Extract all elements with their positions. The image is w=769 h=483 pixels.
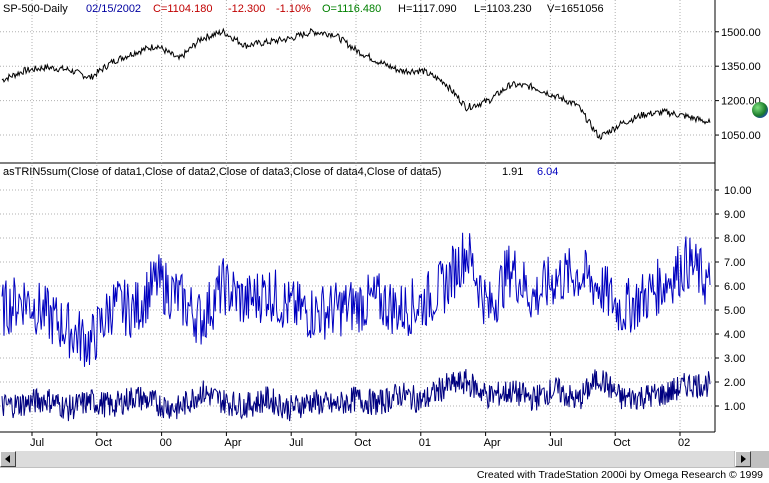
indicator-tick-label: 9.00 (724, 209, 745, 221)
time-tick-label: Oct (95, 437, 112, 449)
time-tick-label: Jul (30, 437, 44, 449)
trin5sum-line (1, 232, 711, 367)
date-label: 02/15/2002 (86, 3, 142, 15)
chart-canvas[interactable]: 1500.00 1350.00 1200.00 1050.00 10.00 9.00 8.… (0, 0, 769, 451)
price-tick-label: 1350.00 (721, 61, 761, 73)
trin-daily-line (1, 368, 711, 422)
horizontal-scrollbar[interactable] (0, 451, 751, 467)
arrow-left-icon (5, 455, 10, 463)
time-tick-label: Oct (613, 437, 630, 449)
price-line (1, 27, 711, 140)
indicator-tick-label: 5.00 (724, 305, 745, 317)
close-label: C=1104.180 (153, 3, 213, 15)
arrow-right-icon (741, 455, 746, 463)
indicator-tick-label: 6.00 (724, 281, 745, 293)
indicator-tick-label: 10.00 (724, 185, 752, 197)
trin-daily-series (1, 368, 711, 422)
open-label: O=1116.480 (322, 3, 382, 15)
indicator-tick-label: 2.00 (724, 377, 745, 389)
indicator-tick-label: 8.00 (724, 233, 745, 245)
symbol-label: SP-500-Daily (3, 3, 68, 15)
axis-background (715, 0, 769, 451)
price-tick-label: 1050.00 (721, 130, 761, 142)
scroll-track[interactable] (16, 451, 734, 467)
low-label: L=1103.230 (474, 3, 532, 15)
indicator-tick-label: 3.00 (724, 353, 745, 365)
globe-icon (752, 102, 768, 118)
indicator-tick-label: 4.00 (724, 329, 745, 341)
time-tick-label: 02 (678, 437, 690, 449)
volume-label: V=1651056 (547, 3, 604, 15)
trin5sum-series (1, 232, 711, 367)
time-tick-label: Oct (354, 437, 371, 449)
indicator-value-1: 1.91 (502, 166, 524, 178)
grid (0, 0, 715, 432)
change-pct-label: -1.10% (276, 3, 311, 15)
high-label: H=1117.090 (398, 3, 457, 15)
time-tick-label: Apr (484, 437, 501, 449)
time-tick-label: Jul (289, 437, 303, 449)
footer-credit: Created with TradeStation 2000i by Omega… (476, 469, 763, 481)
indicator-value-2: 6.04 (537, 166, 559, 178)
price-series (1, 27, 711, 140)
time-tick-label: 01 (419, 437, 431, 449)
price-tick-label: 1200.00 (721, 96, 761, 108)
scroll-left-button[interactable] (0, 451, 16, 467)
scroll-right-button[interactable] (735, 451, 751, 467)
footer: Created with TradeStation 2000i by Omega… (0, 468, 769, 483)
indicator-axis: 10.00 9.00 8.00 7.00 6.00 5.00 4.00 3.00 2.00 1.0… (715, 185, 752, 413)
time-tick-label: Apr (224, 437, 241, 449)
change-label: -12.300 (228, 3, 266, 15)
time-tick-label: 00 (160, 437, 172, 449)
price-tick-label: 1500.00 (721, 27, 761, 39)
time-tick-label: Jul (548, 437, 562, 449)
time-axis: Jul Oct 00 Apr Jul Oct 01 Apr Jul Oct 02 (30, 432, 690, 449)
indicator-tick-label: 1.00 (724, 401, 745, 413)
indicator-label: asTRIN5sum(Close of data1,Close of data2… (3, 166, 442, 178)
indicator-tick-label: 7.00 (724, 257, 745, 269)
price-axis: 1500.00 1350.00 1200.00 1050.00 (715, 27, 761, 142)
